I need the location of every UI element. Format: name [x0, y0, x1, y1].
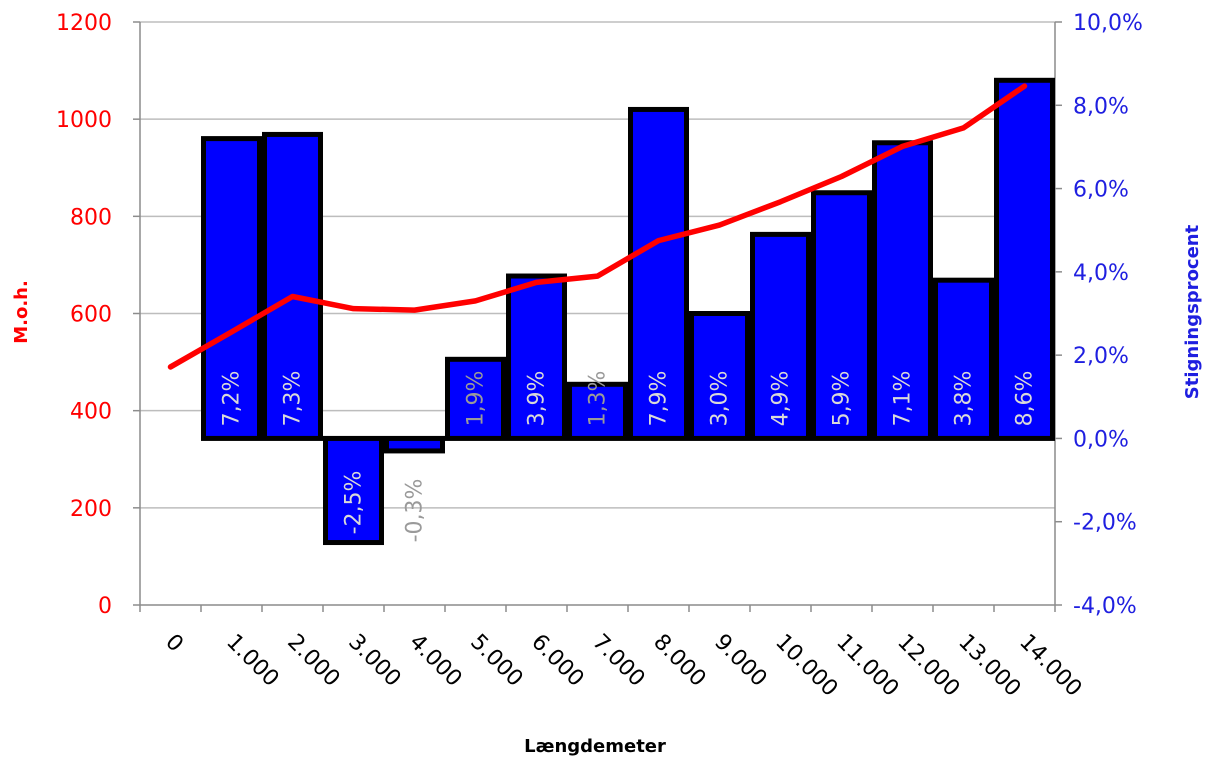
y-right-tick-label: -2,0% [1073, 511, 1137, 536]
y-axis-right-label: Stigningsprocent [1182, 224, 1203, 399]
y-left-tick-label: 400 [70, 400, 112, 425]
bar-series [204, 80, 1053, 542]
bar-data-label: 7,9% [647, 371, 672, 427]
x-tick-label: 13.000 [953, 630, 1025, 702]
y-left-tick-label: 600 [70, 303, 112, 328]
x-tick-label: 1.000 [221, 630, 283, 692]
x-tick-label: 3.000 [343, 630, 405, 692]
y-right-tick-label: 0,0% [1073, 427, 1129, 452]
bar-data-label: 1,9% [464, 371, 489, 427]
y-left-tick-label: 0 [98, 594, 112, 619]
x-tick-label: 4.000 [404, 630, 466, 692]
x-tick-label: 14.000 [1014, 630, 1086, 702]
bar-data-label: 7,1% [891, 371, 916, 427]
bar-data-label: -0,3% [403, 479, 428, 543]
bar-data-label: 7,2% [220, 371, 245, 427]
bar-data-label: -2,5% [342, 471, 367, 535]
bar-data-label: 1,3% [586, 371, 611, 427]
y-left-tick-label: 1200 [56, 11, 112, 36]
bar-data-label: 3,0% [708, 371, 733, 427]
y-right-tick-label: -4,0% [1073, 594, 1137, 619]
bar-data-label: 8,6% [1013, 371, 1038, 427]
x-tick-label: 10.000 [770, 630, 842, 702]
bar-data-label: 7,3% [281, 371, 306, 427]
x-tick-label: 6.000 [526, 630, 588, 692]
x-tick-label: 0 [160, 630, 188, 658]
bar-data-label: 3,9% [525, 371, 550, 427]
y-left-tick-label: 200 [70, 497, 112, 522]
bar-data-label: 3,8% [952, 371, 977, 427]
bar-data-label: 5,9% [830, 371, 855, 427]
bar-data-label: 4,9% [769, 371, 794, 427]
y-left-tick-label: 1000 [56, 108, 112, 133]
x-tick-label: 8.000 [648, 630, 710, 692]
x-tick-label: 5.000 [465, 630, 527, 692]
x-tick-label: 11.000 [831, 630, 903, 702]
x-tick-label: 2.000 [282, 630, 344, 692]
y-right-tick-label: 2,0% [1073, 344, 1129, 369]
y-right-tick-label: 4,0% [1073, 261, 1129, 286]
x-tick-label: 12.000 [892, 630, 964, 702]
x-tick-label: 9.000 [709, 630, 771, 692]
y-right-tick-label: 10,0% [1073, 11, 1143, 36]
x-axis-label: Længdemeter [524, 736, 666, 757]
y-left-tick-label: 800 [70, 205, 112, 230]
y-right-tick-label: 6,0% [1073, 178, 1129, 203]
y-right-tick-label: 8,0% [1073, 94, 1129, 119]
bar [387, 438, 443, 450]
y-axis-left-label: M.o.h. [11, 280, 32, 344]
x-tick-label: 7.000 [587, 630, 649, 692]
